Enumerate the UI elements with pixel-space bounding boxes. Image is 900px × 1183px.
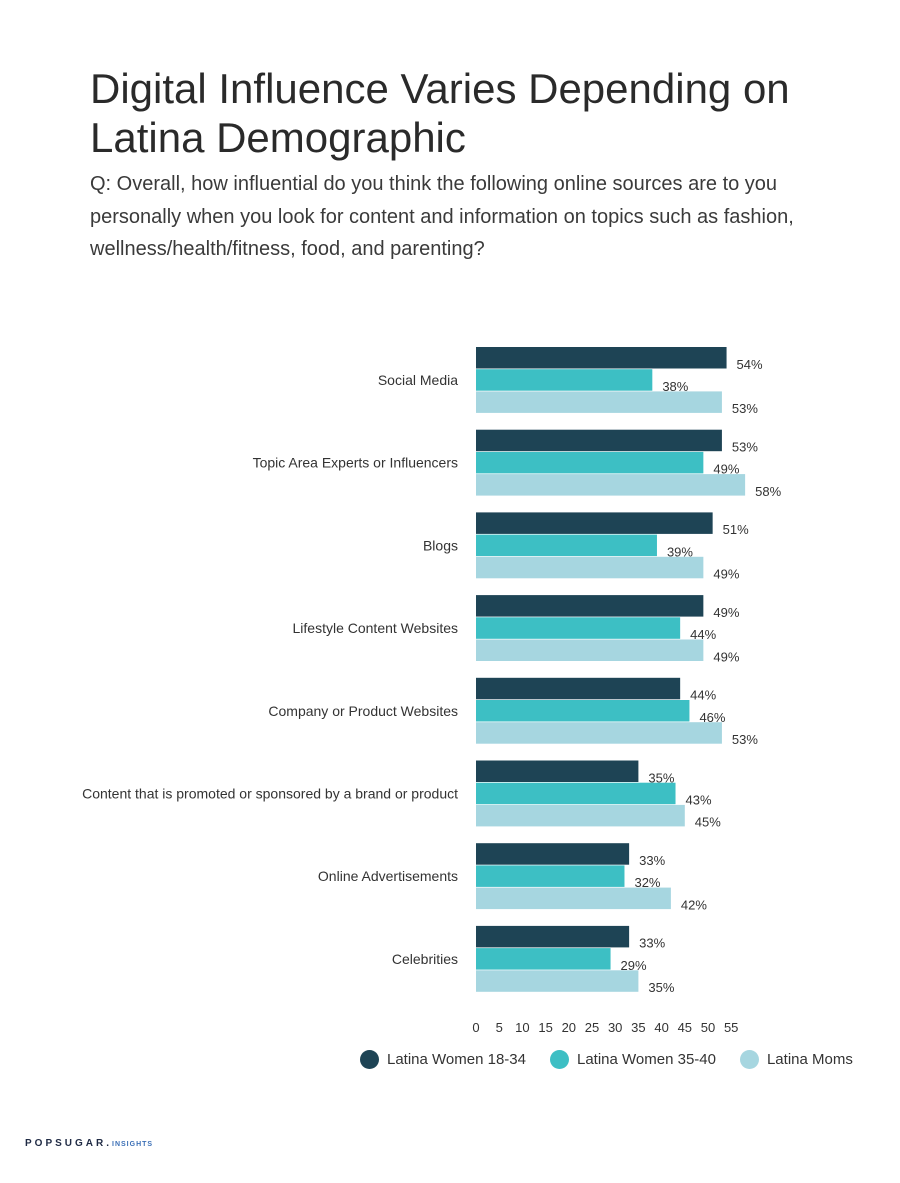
data-label: 46% bbox=[699, 710, 725, 725]
bar bbox=[476, 556, 704, 579]
x-tick-label: 25 bbox=[585, 1020, 599, 1035]
chart-legend: Latina Women 18-34 Latina Women 35-40 Lati… bbox=[360, 1050, 877, 1069]
data-label: 44% bbox=[690, 688, 716, 703]
x-tick-label: 0 bbox=[472, 1020, 479, 1035]
data-label: 54% bbox=[737, 357, 763, 372]
bar bbox=[476, 887, 671, 910]
bar bbox=[476, 391, 722, 413]
legend-swatch bbox=[739, 1050, 759, 1069]
data-label: 33% bbox=[639, 853, 665, 868]
bar bbox=[476, 843, 630, 865]
bar bbox=[476, 512, 713, 534]
bar bbox=[476, 347, 727, 369]
bar bbox=[476, 617, 681, 639]
legend-item: Latina Moms bbox=[739, 1050, 853, 1069]
legend-label: Latina Moms bbox=[766, 1051, 853, 1068]
legend-item: Latina Women 35-40 bbox=[549, 1050, 716, 1069]
bar bbox=[476, 782, 676, 805]
data-label: 44% bbox=[690, 627, 716, 642]
data-label: 35% bbox=[648, 980, 674, 995]
bar bbox=[476, 970, 639, 992]
category-label: Social Media bbox=[378, 372, 458, 388]
category-label: Topic Area Experts or Influencers bbox=[253, 455, 458, 471]
data-label: 35% bbox=[648, 770, 674, 785]
bar bbox=[476, 948, 611, 970]
category-label: Online Advertisements bbox=[318, 868, 458, 884]
category-label: Celebrities bbox=[392, 951, 458, 967]
page-title: Digital Influence Varies Depending on La… bbox=[90, 65, 790, 161]
data-label: 39% bbox=[667, 544, 693, 559]
bar bbox=[476, 429, 722, 452]
bar bbox=[476, 595, 704, 617]
data-label: 58% bbox=[755, 484, 781, 499]
survey-question: Q: Overall, how influential do you think… bbox=[90, 173, 794, 260]
x-tick-label: 5 bbox=[496, 1020, 503, 1035]
bar bbox=[476, 760, 639, 782]
data-label: 33% bbox=[639, 936, 665, 951]
legend-label: Latina Women 18-34 bbox=[387, 1051, 526, 1068]
data-label: 53% bbox=[732, 401, 758, 416]
data-label: 49% bbox=[713, 649, 739, 664]
category-label: Lifestyle Content Websites bbox=[293, 620, 459, 636]
category-label: Company or Product Websites bbox=[268, 703, 458, 719]
x-tick-label: 10 bbox=[515, 1020, 529, 1035]
legend-swatch bbox=[360, 1050, 379, 1069]
data-label: 32% bbox=[634, 875, 660, 890]
x-tick-label: 55 bbox=[724, 1020, 738, 1035]
brand-logo: POPSUGAR.INSIGHTS bbox=[25, 1138, 154, 1149]
x-tick-label: 15 bbox=[538, 1020, 552, 1035]
bar bbox=[476, 804, 685, 827]
bar bbox=[476, 451, 704, 474]
bar bbox=[476, 700, 690, 722]
data-label: 53% bbox=[732, 732, 758, 747]
x-tick-label: 20 bbox=[562, 1020, 576, 1035]
brand-name: POPSUGAR bbox=[25, 1138, 107, 1149]
bar bbox=[476, 534, 657, 557]
data-label: 49% bbox=[713, 462, 739, 477]
category-label: Content that is promoted or sponsored by… bbox=[82, 785, 458, 801]
data-label: 49% bbox=[713, 605, 739, 620]
bar bbox=[476, 865, 625, 887]
category-label: Blogs bbox=[423, 537, 458, 553]
x-tick-label: 35 bbox=[631, 1020, 645, 1035]
data-label: 38% bbox=[662, 379, 688, 394]
bar bbox=[476, 677, 681, 700]
legend-swatch bbox=[549, 1050, 569, 1069]
data-label: 51% bbox=[723, 522, 749, 537]
data-label: 42% bbox=[681, 897, 707, 912]
legend-label: Latina Women 35-40 bbox=[576, 1051, 716, 1068]
data-label: 29% bbox=[621, 958, 647, 973]
data-label: 43% bbox=[686, 792, 712, 807]
bar bbox=[476, 474, 746, 496]
data-label: 53% bbox=[732, 439, 758, 454]
bar bbox=[476, 639, 704, 661]
brand-suffix: INSIGHTS bbox=[112, 1141, 154, 1148]
data-label: 49% bbox=[713, 567, 739, 582]
legend-item: Latina Women 18-34 bbox=[360, 1050, 526, 1069]
bar bbox=[476, 925, 630, 948]
bar bbox=[476, 722, 722, 744]
bar bbox=[476, 369, 653, 391]
data-label: 45% bbox=[695, 815, 721, 830]
x-tick-label: 45 bbox=[678, 1020, 692, 1035]
x-tick-label: 30 bbox=[608, 1020, 622, 1035]
x-tick-label: 40 bbox=[654, 1020, 668, 1035]
x-tick-label: 50 bbox=[701, 1020, 715, 1035]
